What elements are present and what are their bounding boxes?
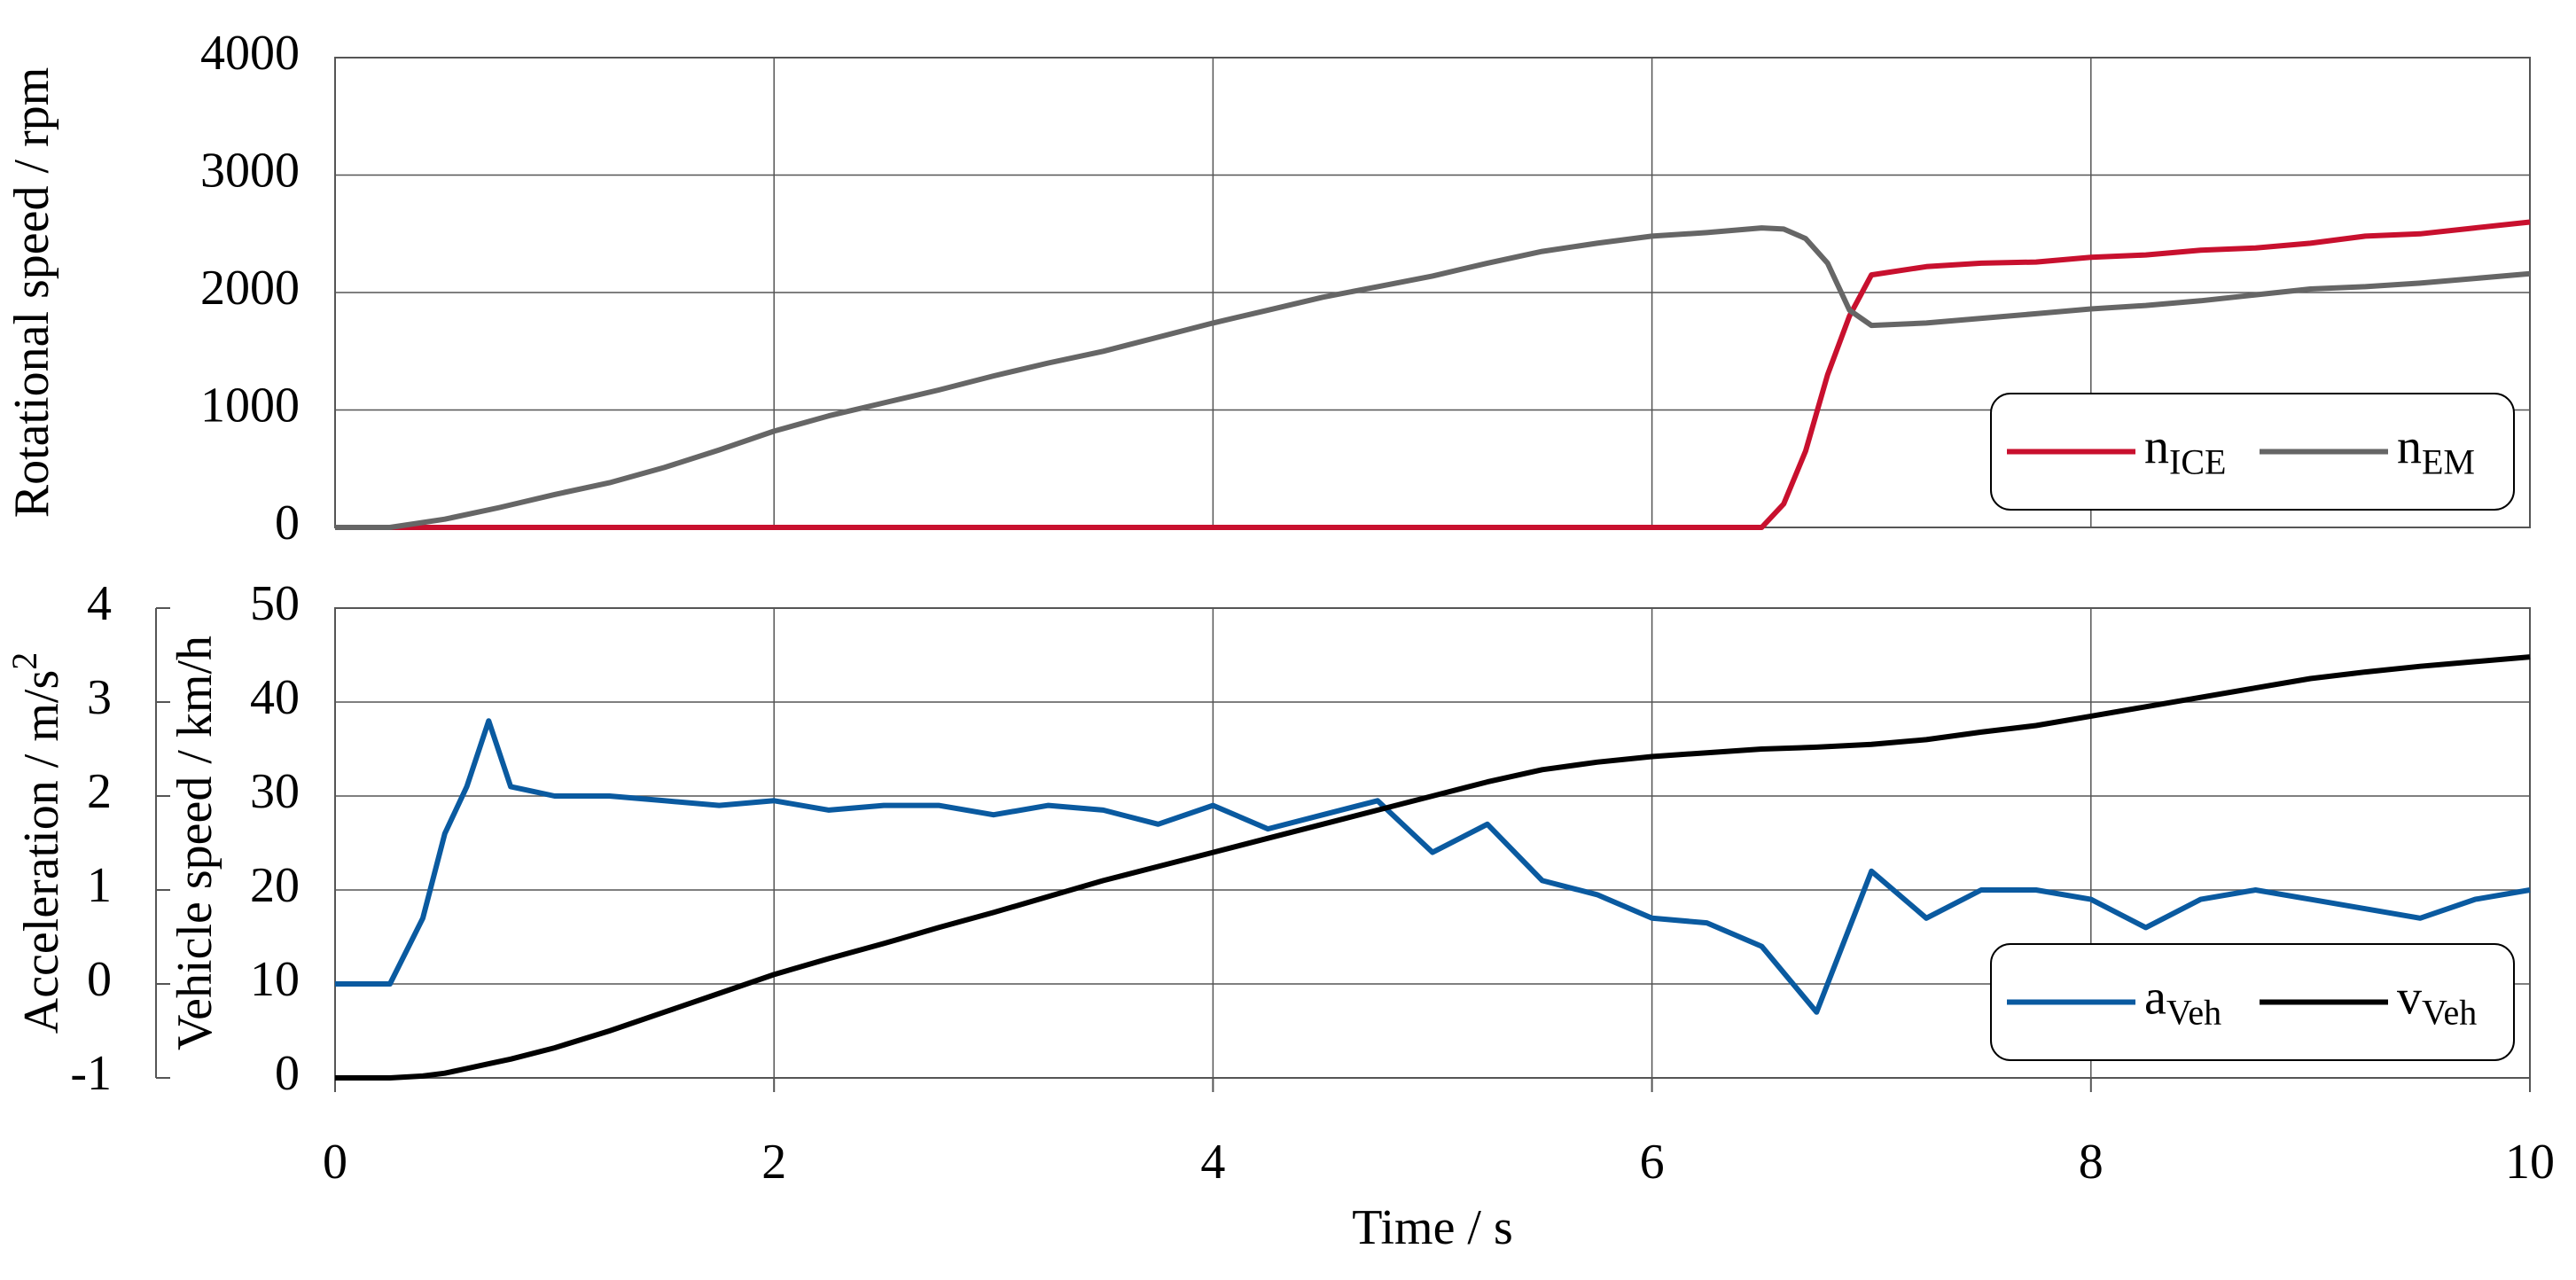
legend-label: vVeh bbox=[2397, 970, 2477, 1032]
legend-name: n bbox=[2144, 419, 2169, 474]
y-tick-label: 40 bbox=[250, 670, 300, 725]
y2-tick-label: 0 bbox=[87, 952, 112, 1007]
data-line bbox=[335, 225, 2531, 530]
y-tick-label: 20 bbox=[250, 858, 300, 913]
y-tick-label: 50 bbox=[250, 576, 300, 631]
y-tick-label: 10 bbox=[250, 952, 300, 1007]
legend-subscript: EM bbox=[2422, 442, 2475, 482]
y-tick-label: 30 bbox=[250, 764, 300, 819]
x-tick-label: 0 bbox=[323, 1135, 347, 1190]
y2-tick-label: -1 bbox=[70, 1046, 112, 1101]
data-line bbox=[335, 718, 2531, 1015]
y2-axis-label: Acceleration / m/s2 bbox=[4, 652, 69, 1034]
legend-subscript: Veh bbox=[2422, 993, 2477, 1033]
y2-tick-label: 2 bbox=[87, 764, 112, 819]
legend-label: aVeh bbox=[2144, 970, 2221, 1032]
y2-tick-label: 1 bbox=[87, 858, 112, 913]
y-tick-label: 2000 bbox=[200, 261, 300, 316]
x-tick-label: 8 bbox=[2079, 1135, 2104, 1190]
y-tick-label: 3000 bbox=[200, 143, 300, 198]
x-tick-label: 4 bbox=[1200, 1135, 1225, 1190]
legend-subscript: Veh bbox=[2166, 993, 2221, 1033]
y-tick-label: 1000 bbox=[200, 378, 300, 433]
y2-tick-label: 4 bbox=[87, 576, 112, 631]
y2-axis-label-sup: 2 bbox=[4, 652, 44, 670]
y-tick-label: 0 bbox=[275, 496, 300, 550]
y-tick-label: 0 bbox=[275, 1046, 300, 1101]
y-tick-label: 4000 bbox=[200, 26, 300, 81]
legend-name: a bbox=[2144, 970, 2166, 1025]
y-axis-label: Vehicle speed / km/h bbox=[168, 636, 222, 1050]
x-tick-label: 10 bbox=[2505, 1135, 2555, 1190]
y2-axis-label-main: Acceleration / m/s bbox=[14, 670, 69, 1034]
legend-label: nICE bbox=[2144, 419, 2226, 481]
x-tick-label: 2 bbox=[761, 1135, 786, 1190]
legend-label: nEM bbox=[2397, 419, 2475, 481]
x-axis-label: Time / s bbox=[1352, 1200, 1513, 1255]
y-axis-label-main: Vehicle speed / km/h bbox=[168, 636, 222, 1050]
legend-box bbox=[1990, 393, 2515, 511]
data-line bbox=[335, 654, 2531, 1081]
legend-box bbox=[1990, 943, 2515, 1061]
y-axis-label-main: Rotational speed / rpm bbox=[4, 67, 59, 519]
plot-frame bbox=[334, 607, 2531, 1079]
legend-name: v bbox=[2397, 970, 2422, 1025]
y-axis-label: Rotational speed / rpm bbox=[4, 67, 59, 519]
data-line bbox=[335, 219, 2531, 530]
x-tick-label: 6 bbox=[1640, 1135, 1665, 1190]
legend-subscript: ICE bbox=[2169, 442, 2226, 482]
legend-name: n bbox=[2397, 419, 2422, 474]
y2-tick-label: 3 bbox=[87, 670, 112, 725]
